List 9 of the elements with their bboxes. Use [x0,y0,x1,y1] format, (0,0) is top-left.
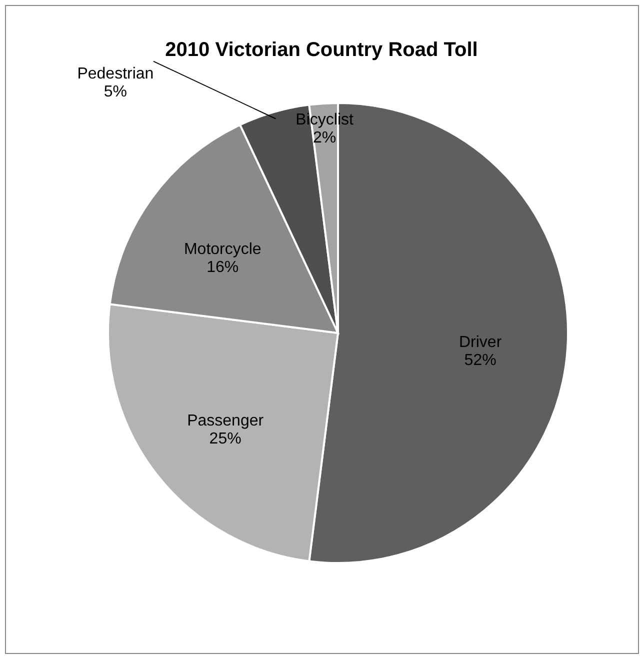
slice-label: Driver [458,334,502,351]
data-label: 16% [206,259,239,276]
data-label: 52% [464,352,496,369]
data-label: 5% [104,83,128,100]
slice-label: Passenger [187,412,264,430]
chart-title: 2010 Victorian Country Road Toll [165,39,478,61]
slice-label: Motorcycle [184,241,262,258]
data-label: 25% [209,430,242,448]
slice-label: Pedestrian [77,65,154,82]
